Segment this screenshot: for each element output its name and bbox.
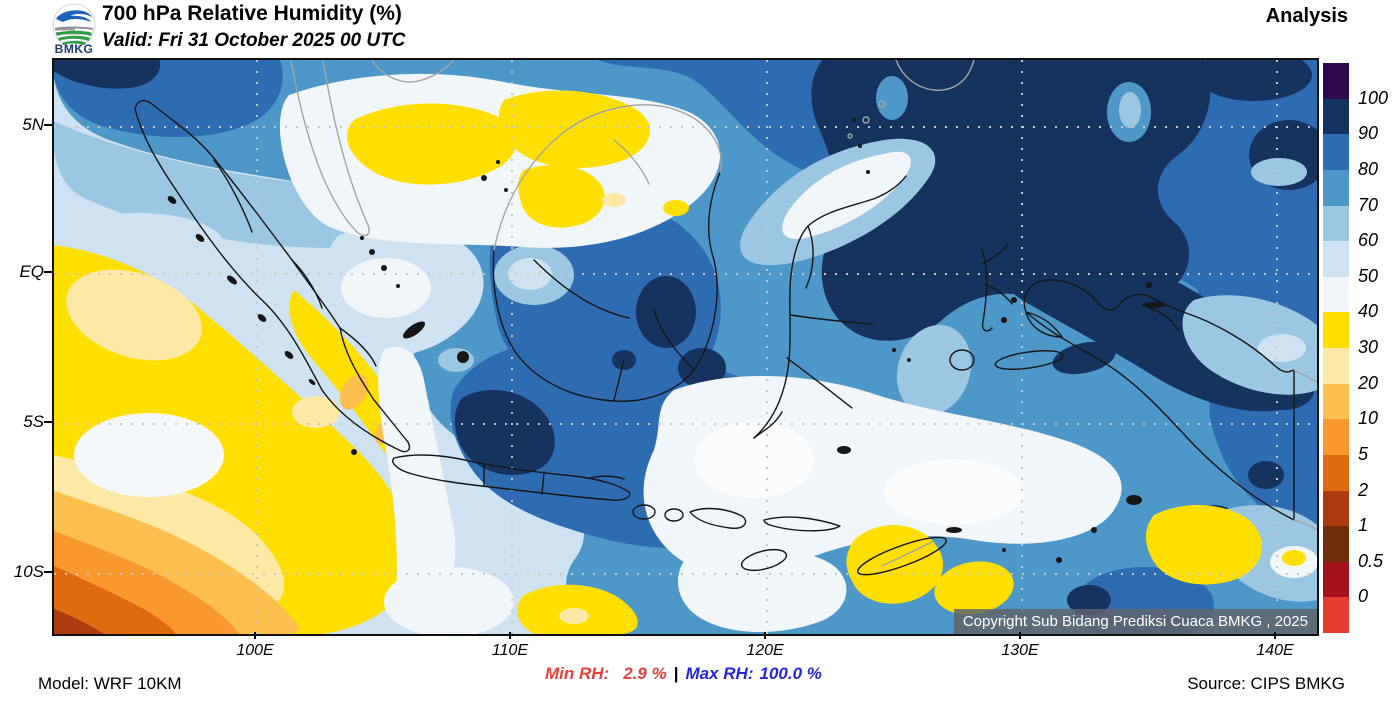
lon-label-110e: 110E (491, 642, 529, 659)
colorbar-band-9 (1323, 383, 1349, 420)
rh-contour-map: Copyright Sub Bidang Prediksi Cuaca BMKG… (52, 58, 1319, 636)
bmkg-logo-icon (52, 3, 96, 47)
coastlines-neighbours (290, 60, 1317, 567)
colorbar-tick-2: 2 (1358, 479, 1369, 500)
copyright-badge: Copyright Sub Bidang Prediksi Cuaca BMKG… (953, 609, 1317, 634)
colorbar-band-2 (1323, 134, 1349, 170)
colorbar-tick-5: 5 (1358, 443, 1369, 464)
colorbar-band-10 (1323, 419, 1349, 455)
lon-tick (509, 632, 511, 639)
colorbar-band-5 (1323, 241, 1349, 277)
minmax-separator: | (673, 664, 679, 683)
colorbar (1323, 63, 1349, 633)
colorbar-band-15 (1323, 597, 1349, 633)
colorbar-band-14 (1323, 561, 1349, 598)
colorbar-tick-40: 40 (1358, 301, 1379, 322)
colorbar-tick-50: 50 (1358, 265, 1379, 286)
colorbar-tick-60: 60 (1358, 230, 1379, 251)
lat-tick (44, 571, 52, 573)
colorbar-band-4 (1323, 205, 1349, 242)
colorbar-band-7 (1323, 312, 1349, 348)
min-rh-label: Min RH: (545, 664, 610, 683)
lat-tick (44, 124, 52, 126)
max-rh-value: 100.0 % (759, 664, 822, 683)
max-rh-label: Max RH: (685, 664, 754, 683)
lon-tick (254, 632, 256, 639)
colorbar-tick-30: 30 (1358, 337, 1379, 357)
colorbar-band-12 (1323, 490, 1349, 527)
colorbar-tick-20: 20 (1358, 372, 1379, 393)
colorbar-band-3 (1323, 169, 1349, 206)
contour-field (54, 60, 1317, 634)
coastlines-indonesia (134, 99, 1295, 576)
lat-label-5s: 5S (23, 412, 44, 431)
lat-label-5n: 5N (22, 115, 44, 134)
lat-label-10s: 10S (13, 562, 44, 581)
valid-time-label: Valid: Fri 31 October 2025 00 UTC (102, 30, 406, 51)
model-label: Model: WRF 10KM (38, 674, 182, 693)
colorbar-tick-90: 90 (1358, 123, 1379, 144)
lat-tick (44, 421, 52, 423)
colorbar-band-8 (1323, 348, 1349, 384)
colorbar-band-11 (1323, 454, 1349, 491)
colorbar-band-6 (1323, 276, 1349, 313)
lat-label-eq: EQ (19, 262, 44, 281)
colorbar-band-0 (1323, 63, 1349, 99)
source-label: Source: CIPS BMKG (1187, 674, 1345, 693)
minmax-readout: Min RH: 2.9 % | Max RH: 100.0 % (545, 664, 822, 684)
colorbar-tick-0: 0 (1358, 586, 1369, 607)
product-type-label: Analysis (1265, 5, 1348, 27)
colorbar-band-1 (1323, 98, 1349, 135)
min-rh-value: 2.9 % (623, 664, 667, 683)
colorbar-band-13 (1323, 526, 1349, 562)
lon-label-130e: 130E (1001, 642, 1039, 659)
page-title: 700 hPa Relative Humidity (%) (102, 2, 402, 25)
colorbar-tick-80: 80 (1358, 158, 1379, 179)
lon-label-140e: 140E (1256, 642, 1294, 659)
colorbar-tick-10: 10 (1358, 408, 1379, 429)
lon-tick (764, 632, 766, 639)
lon-label-100e: 100E (236, 642, 274, 659)
lon-label-120e: 120E (746, 642, 784, 659)
colorbar-tick-100: 100 (1358, 87, 1389, 108)
lon-tick (1274, 632, 1276, 639)
lat-tick (44, 271, 52, 273)
lon-tick (1019, 632, 1021, 639)
colorbar-tick-0.5: 0.5 (1358, 550, 1384, 571)
bmkg-logo-text: BMKG (54, 42, 94, 56)
colorbar-tick-1: 1 (1358, 515, 1369, 536)
colorbar-tick-70: 70 (1358, 194, 1379, 215)
